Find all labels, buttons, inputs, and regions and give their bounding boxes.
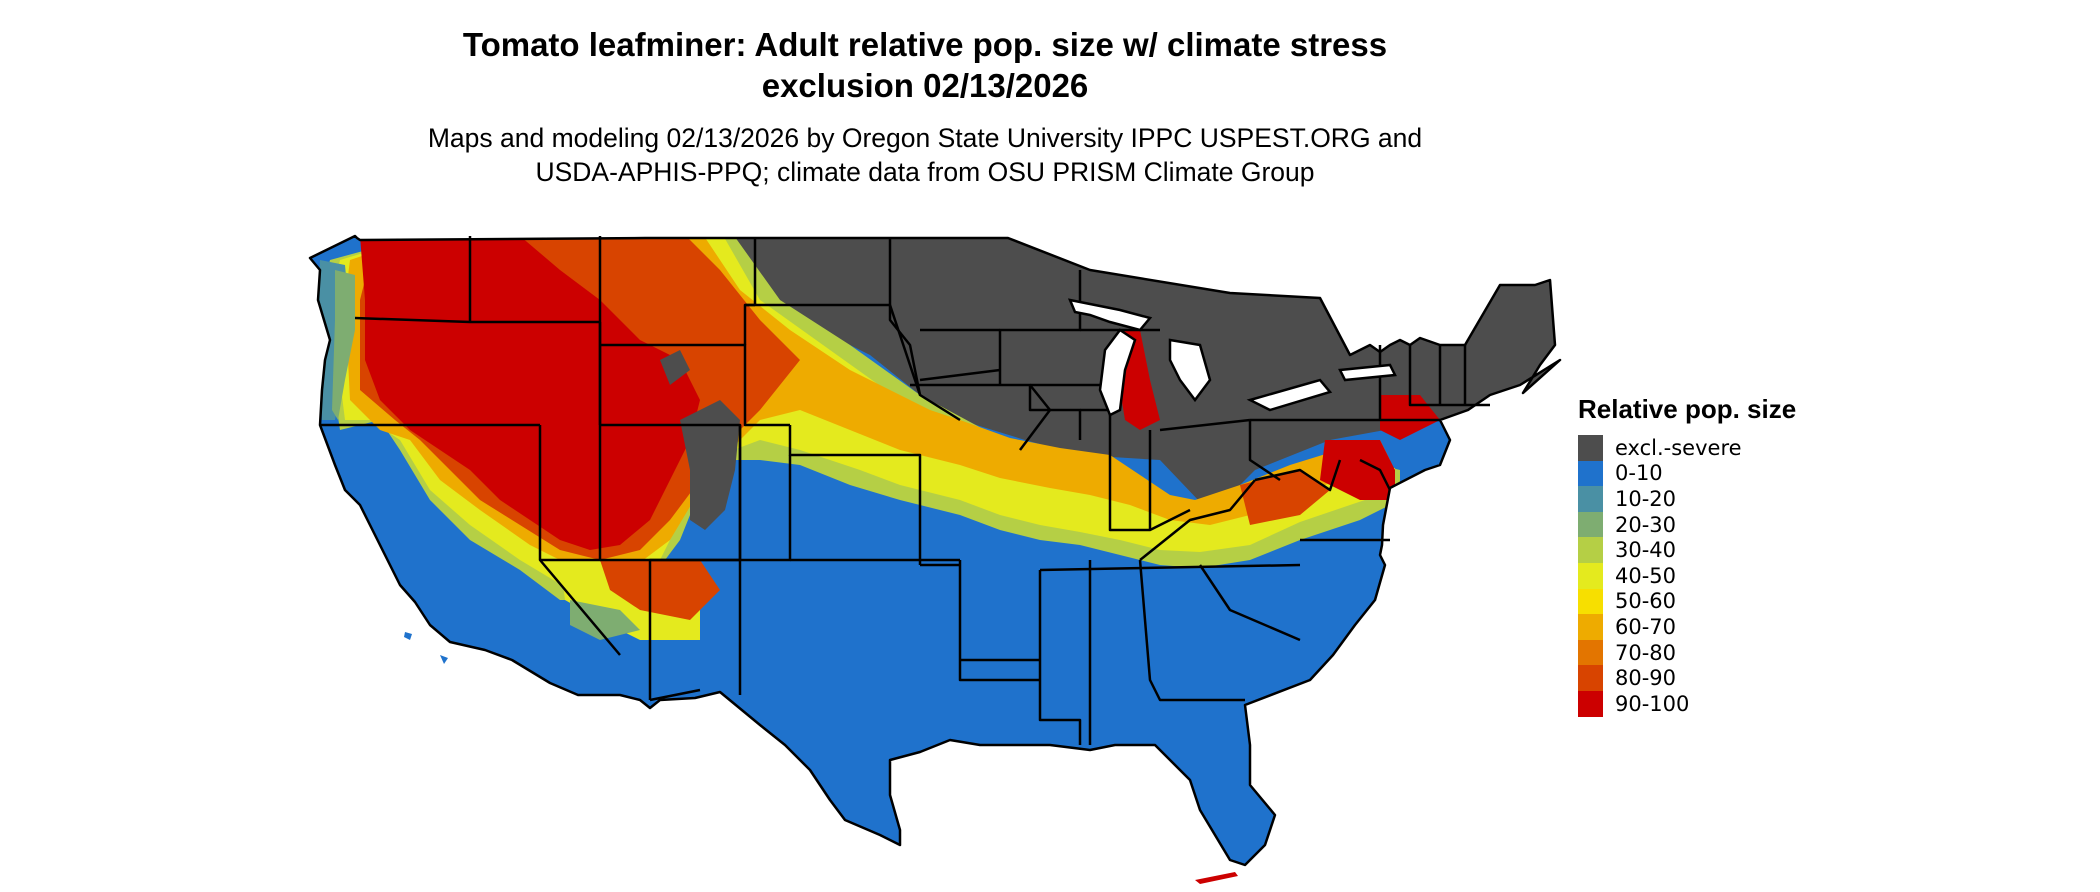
legend-swatch: [1578, 614, 1603, 640]
legend-label: 90-100: [1615, 691, 1690, 716]
legend-label: 70-80: [1615, 640, 1677, 665]
legend-swatch: [1578, 562, 1603, 589]
legend-swatch: [1578, 665, 1603, 691]
legend-swatch: [1578, 588, 1603, 615]
legend-label: 80-90: [1615, 666, 1677, 691]
state-boundaries: [308, 234, 1562, 867]
legend-label: 10-20: [1615, 486, 1677, 511]
coastal-islands: [404, 632, 1238, 884]
legend-item: 60-70: [1578, 614, 1796, 640]
title-line-1: Tomato leafminer: Adult relative pop. si…: [462, 26, 1388, 63]
legend-label: excl.-severe: [1615, 435, 1742, 460]
legend-label: 0-10: [1615, 461, 1663, 486]
legend-swatch: [1578, 435, 1603, 461]
title-line-2: exclusion 02/13/2026: [761, 67, 1089, 104]
subtitle-line-2: USDA-APHIS-PPQ; climate data from OSU PR…: [535, 157, 1315, 187]
legend-label: 40-50: [1615, 563, 1677, 588]
legend-item: 50-60: [1578, 588, 1796, 615]
legend-item: 70-80: [1578, 639, 1796, 666]
legend-swatch: [1578, 537, 1603, 563]
legend-item: 40-50: [1578, 562, 1796, 589]
legend-swatch: [1578, 690, 1603, 717]
legend-label: 30-40: [1615, 538, 1677, 563]
legend-title: Relative pop. size: [1578, 394, 1797, 424]
map-subtitle: Maps and modeling 02/13/2026 by Oregon S…: [330, 121, 1520, 189]
legend: Relative pop. size excl.-severe 0-10 10-…: [1578, 394, 1796, 717]
legend-swatch: [1578, 511, 1603, 538]
legend-label: 50-60: [1615, 589, 1677, 614]
legend-item: 80-90: [1578, 665, 1796, 691]
legend-swatch: [1578, 486, 1603, 512]
legend-label: 20-30: [1615, 512, 1677, 537]
legend-item: 30-40: [1578, 537, 1796, 563]
legend-label: 60-70: [1615, 614, 1677, 639]
legend-swatch: [1578, 460, 1603, 487]
legend-item: excl.-severe: [1578, 435, 1796, 461]
map-title: Tomato leafminer: Adult relative pop. si…: [300, 24, 1550, 106]
legend-item: 0-10: [1578, 460, 1796, 487]
legend-swatch: [1578, 639, 1603, 666]
legend-item: 10-20: [1578, 486, 1796, 512]
legend-items: excl.-severe 0-10 10-20 20-30 30-40 40-5…: [1578, 435, 1796, 717]
legend-item: 90-100: [1578, 690, 1796, 717]
subtitle-line-1: Maps and modeling 02/13/2026 by Oregon S…: [427, 123, 1423, 153]
great-lakes: [1067, 298, 1397, 417]
legend-item: 20-30: [1578, 511, 1796, 538]
